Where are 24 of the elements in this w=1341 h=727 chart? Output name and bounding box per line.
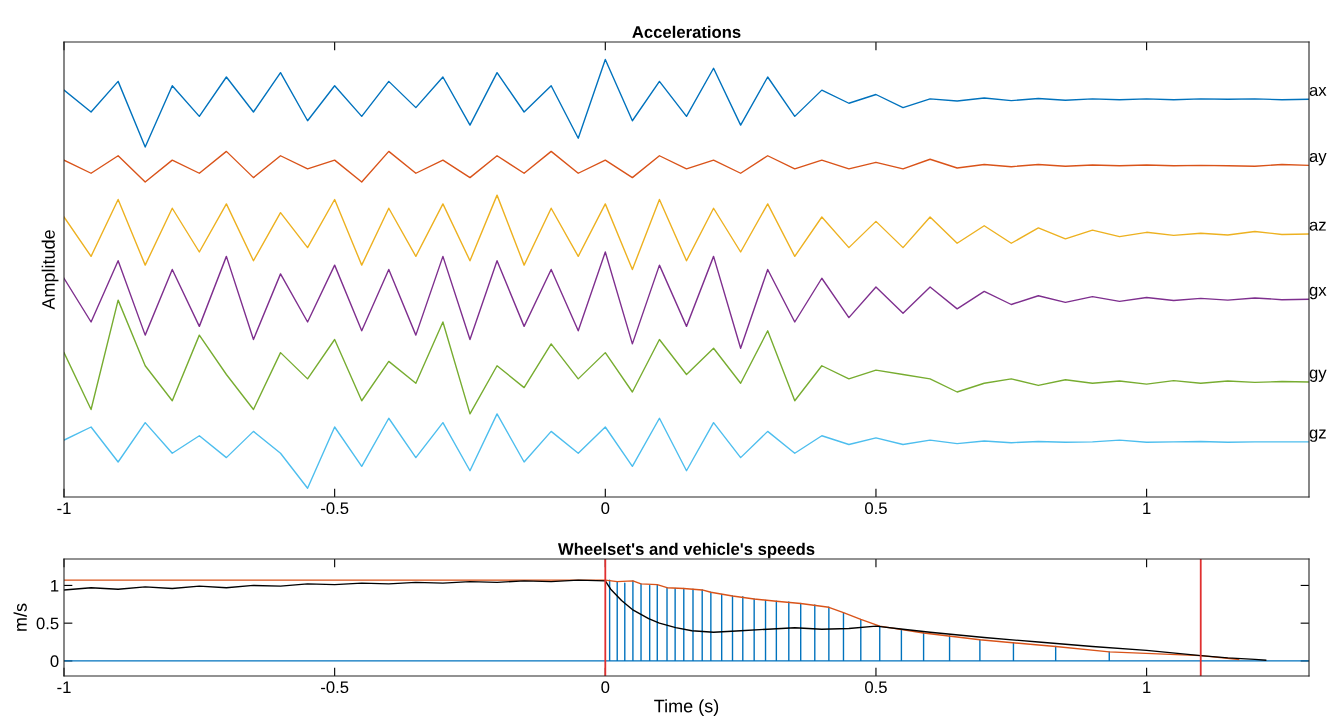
series-label: az: [1309, 221, 1326, 231]
x-tick-label: 0.5: [865, 502, 887, 515]
y-tick-label: 0.5: [36, 617, 59, 630]
x-tick-label: 0: [601, 681, 610, 694]
y-axis-title: m/s: [13, 603, 27, 631]
series-label: ax: [1309, 86, 1327, 97]
x-tick-label: 0: [601, 502, 610, 515]
chart-title: Wheelset's and vehicle's speeds: [557, 542, 815, 559]
x-tick-label: -1: [57, 681, 71, 693]
x-axis-title: Time (s): [654, 699, 719, 716]
series-label: gx: [1309, 286, 1327, 300]
series-label: gz: [1309, 429, 1326, 442]
x-tick-label: -0.5: [321, 502, 349, 515]
chart-title: Accelerations: [632, 25, 741, 38]
y-tick-label: 1: [51, 579, 59, 592]
x-tick-label: -0.5: [321, 681, 349, 694]
x-tick-label: 1: [1143, 502, 1151, 514]
x-tick-label: 0.5: [865, 681, 887, 694]
y-tick-label: 0: [50, 655, 59, 668]
x-tick-label: -1: [57, 502, 71, 514]
y-axis-title: Amplitude: [41, 230, 59, 310]
x-tick-label: 1: [1143, 681, 1151, 693]
series-label: gy: [1309, 369, 1327, 382]
series-label: ay: [1309, 152, 1327, 166]
